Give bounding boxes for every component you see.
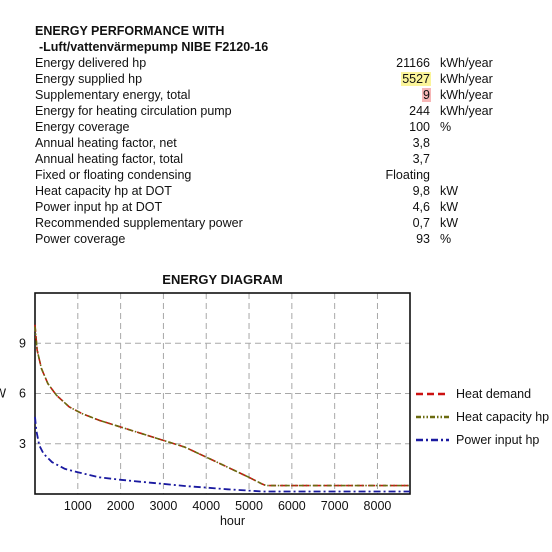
table-row: Annual heating factor, net 3,8: [0, 136, 552, 152]
series-line-heat-capacity-hp: [34, 326, 410, 487]
table-row: Supplementary energy, total 9 kWh/year: [0, 88, 552, 104]
row-label: Power input hp at DOT: [35, 200, 163, 214]
plot-frame: [34, 292, 411, 495]
report-subtitle: -Luft/vattenvärmepump NIBE F2120-16: [39, 40, 269, 54]
row-label: Power coverage: [35, 232, 126, 246]
x-tick-label: 1000: [64, 499, 92, 513]
table-row: Recommended supplementary power 0,7 kW: [0, 216, 552, 232]
row-unit: kW: [440, 184, 459, 198]
row-value: Floating: [385, 168, 430, 182]
row-label: Annual heating factor, net: [35, 136, 177, 150]
report-title: ENERGY PERFORMANCE WITH: [35, 24, 225, 38]
table-row: Energy supplied hp 5527 kWh/year: [0, 72, 552, 88]
row-label: Energy for heating circulation pump: [35, 104, 232, 118]
diagram-title: ENERGY DIAGRAM: [162, 272, 283, 287]
row-unit: %: [440, 232, 452, 246]
row-unit: kWh/year: [440, 88, 493, 102]
x-tick-label: 4000: [192, 499, 220, 513]
row-label: Energy delivered hp: [35, 56, 147, 70]
x-tick-label: 7000: [321, 499, 349, 513]
y-tick-label: 3: [19, 437, 26, 451]
row-unit: kW: [440, 216, 459, 230]
series-line-heat-demand: [34, 324, 410, 487]
row-unit: %: [440, 120, 452, 134]
row-label: Fixed or floating condensing: [35, 168, 192, 182]
row-value: 5527: [401, 72, 431, 86]
row-unit: kWh/year: [440, 104, 493, 118]
row-label: Recommended supplementary power: [35, 216, 243, 230]
row-value: 3,8: [412, 136, 430, 150]
table-row: Power coverage 93%: [0, 232, 552, 248]
table-row: Power input hp at DOT 4,6 kW: [0, 200, 552, 216]
table-row: Energy coverage 100%: [0, 120, 552, 136]
row-value: 21166: [396, 56, 430, 70]
row-label: Energy supplied hp: [35, 72, 143, 86]
legend-label: Heat capacity hp: [456, 410, 549, 424]
x-tick-label: 6000: [278, 499, 306, 513]
legend-label: Power input hp: [456, 433, 539, 447]
row-value: 0,7: [412, 216, 430, 230]
plot-area: [35, 293, 410, 494]
x-tick-label: 8000: [364, 499, 392, 513]
table-row: Fixed or floating condensing Floating: [0, 168, 552, 184]
series-line-power-input-hp: [34, 416, 410, 493]
row-label: Heat capacity hp at DOT: [35, 184, 172, 198]
y-axis-label: kW: [0, 387, 6, 401]
row-value: 4,6: [412, 200, 430, 214]
table-row: Heat capacity hp at DOT 9,8 kW: [0, 184, 552, 200]
x-tick-label: 3000: [150, 499, 178, 513]
table-row: Annual heating factor, total 3,7: [0, 152, 552, 168]
row-label: Annual heating factor, total: [35, 152, 184, 166]
row-unit: kWh/year: [440, 72, 493, 86]
row-unit: kWh/year: [440, 56, 493, 70]
y-tick-label: 9: [19, 336, 26, 350]
row-value: 9,8: [412, 184, 430, 198]
legend-label: Heat demand: [456, 387, 531, 401]
table-row: Energy delivered hp 21166 kWh/year: [0, 56, 552, 72]
row-value: 9: [422, 88, 431, 102]
row-value: 93: [416, 232, 430, 246]
y-tick-label: 6: [19, 387, 26, 401]
x-axis-label: hour: [220, 514, 245, 528]
row-unit: kW: [440, 200, 459, 214]
table-row: Energy for heating circulation pump 244 kW…: [0, 104, 552, 120]
row-value: 100: [409, 120, 430, 134]
row-value: 3,7: [412, 152, 430, 166]
row-label: Energy coverage: [35, 120, 130, 134]
row-label: Supplementary energy, total: [35, 88, 191, 102]
row-value: 244: [409, 104, 430, 118]
x-tick-label: 2000: [107, 499, 135, 513]
x-tick-label: 5000: [235, 499, 263, 513]
